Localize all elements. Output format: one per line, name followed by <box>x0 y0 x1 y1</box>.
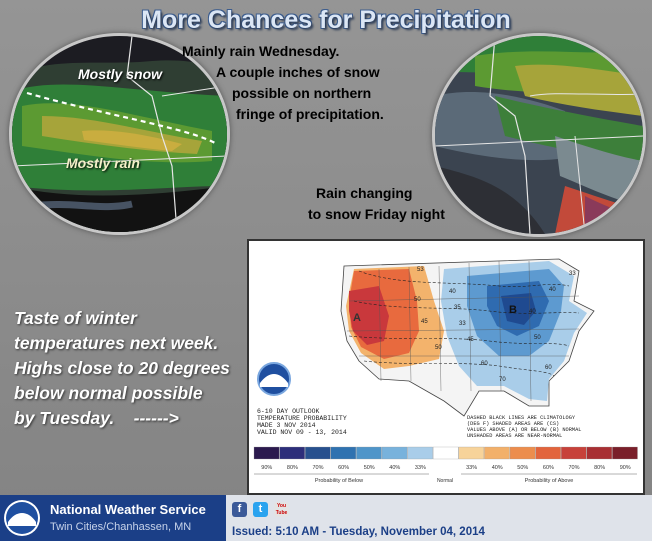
contour-labels: 53 50 45 50 40 35 33 45 40 50 60 60 70 4… <box>414 267 576 383</box>
footer-org-name: National Weather Service <box>50 502 206 517</box>
note-wednesday-line3: possible on northern <box>232 85 372 101</box>
svg-text:NOAA: NOAA <box>267 376 282 382</box>
legend-value: 90% <box>620 465 631 471</box>
legend-swatch <box>433 446 459 460</box>
legend-swatch <box>330 446 357 460</box>
footer-office: Twin Cities/Chanhassen, MN <box>50 521 192 533</box>
nws-logo-icon: NOAA <box>4 500 40 536</box>
twitter-icon[interactable]: t <box>253 502 268 517</box>
svg-text:TEMPERATURE PROBABILITY: TEMPERATURE PROBABILITY <box>257 415 347 422</box>
svg-text:VALUES ABOVE (A) OR BELOW (B): VALUES ABOVE (A) OR BELOW (B) NORMAL <box>467 427 581 433</box>
svg-text:33: 33 <box>459 321 466 327</box>
noaa-logo-icon: NOAA <box>257 362 291 396</box>
radar-circle-left <box>9 33 230 235</box>
temperature-outlook-map: 53 50 45 50 40 35 33 45 40 50 60 60 70 4… <box>247 239 645 495</box>
svg-text:UNSHADED AREAS ARE NEAR-NORMAL: UNSHADED AREAS ARE NEAR-NORMAL <box>467 433 562 439</box>
legend-value: 80% <box>287 465 298 471</box>
svg-text:70: 70 <box>499 377 506 383</box>
legend-swatch <box>612 446 638 460</box>
outlook-notes: DASHED BLACK LINES ARE CLIMATOLOGY (DEG … <box>467 415 581 439</box>
winter-outlook-text: Taste of winter temperatures next week. … <box>14 306 254 431</box>
note-wednesday-line2: A couple inches of snow <box>216 64 380 80</box>
legend-value: 60% <box>543 465 554 471</box>
legend-value: 50% <box>364 465 375 471</box>
outlook-header: 6-10 DAY OUTLOOK TEMPERATURE PROBABILITY… <box>257 408 347 436</box>
winter-text-line2: temperatures next week. <box>14 333 219 353</box>
legend-value: 70% <box>312 465 323 471</box>
svg-text:6-10 DAY OUTLOOK: 6-10 DAY OUTLOOK <box>257 408 320 415</box>
note-friday-line2: to snow Friday night <box>308 206 445 222</box>
svg-text:DASHED BLACK LINES ARE CLIMATO: DASHED BLACK LINES ARE CLIMATOLOGY <box>467 415 576 421</box>
note-wednesday: Mainly rain Wednesday. A couple inches o… <box>182 41 412 125</box>
legend-swatches <box>253 446 638 460</box>
svg-text:50: 50 <box>534 335 541 341</box>
svg-text:45: 45 <box>467 337 474 343</box>
footer: NOAA National Weather Service Twin Citie… <box>0 495 652 541</box>
outlook-map-svg: 53 50 45 50 40 35 33 45 40 50 60 60 70 4… <box>249 241 643 493</box>
footer-info-panel <box>226 495 652 541</box>
legend-swatch <box>356 446 382 460</box>
radar-map-left <box>12 36 227 232</box>
legend-swatch <box>253 446 280 460</box>
svg-text:33: 33 <box>569 271 576 277</box>
legend-values: 90% 80% 70% 60% 50% 40% 33% 33% 40% 50% 60% 70% 80% 9… <box>261 465 631 471</box>
legend-value: 60% <box>338 465 349 471</box>
svg-text:40: 40 <box>549 287 556 293</box>
marker-below: B <box>509 304 517 316</box>
svg-text:53: 53 <box>417 267 424 273</box>
legend-swatch <box>561 446 587 460</box>
legend-value: 90% <box>261 465 272 471</box>
legend-swatch <box>509 446 536 460</box>
youtube-icon[interactable]: You Tube <box>274 502 289 517</box>
legend-swatch <box>279 446 305 460</box>
radar-circle-right <box>432 33 646 237</box>
winter-text-line3: Highs close to 20 degrees <box>14 358 230 378</box>
winter-text-line5: by Tuesday. ------> <box>14 408 179 428</box>
label-mostly-snow: Mostly snow <box>78 66 163 82</box>
rain-snow-line <box>26 91 218 145</box>
legend-swatch <box>407 446 433 460</box>
note-wednesday-line1: Mainly rain Wednesday. <box>182 43 340 59</box>
legend-below-label: Probability of Below <box>315 478 363 484</box>
legend-value: 40% <box>492 465 503 471</box>
legend-value: 33% <box>415 465 426 471</box>
legend-normal-label: Normal <box>437 478 453 484</box>
note-friday: Rain changing to snow Friday night <box>308 183 468 225</box>
legend-swatch <box>458 446 485 460</box>
marker-above: A <box>353 312 361 324</box>
label-mostly-rain: Mostly rain <box>66 155 140 171</box>
legend-swatch <box>381 446 408 460</box>
winter-text-line1: Taste of winter <box>14 308 137 328</box>
legend-value: 50% <box>517 465 528 471</box>
svg-text:(DEG F) SHADED AREAS ARE (CS): (DEG F) SHADED AREAS ARE (CS) <box>467 421 559 427</box>
svg-text:NOAA: NOAA <box>15 515 30 521</box>
legend-value: 40% <box>389 465 400 471</box>
note-wednesday-line4: fringe of precipitation. <box>236 106 384 122</box>
svg-text:MADE 3 NOV 2014: MADE 3 NOV 2014 <box>257 422 316 429</box>
legend-swatch <box>305 446 331 460</box>
issued-timestamp: Issued: 5:10 AM - Tuesday, November 04, … <box>232 526 485 538</box>
svg-text:50: 50 <box>435 345 442 351</box>
winter-text-line4: below normal possible <box>14 383 203 403</box>
svg-text:35: 35 <box>454 305 461 311</box>
legend-swatch <box>484 446 510 460</box>
legend-value: 33% <box>466 465 477 471</box>
svg-text:60: 60 <box>545 365 552 371</box>
svg-text:50: 50 <box>414 297 421 303</box>
svg-text:VALID NOV 09 - 13, 2014: VALID NOV 09 - 13, 2014 <box>257 429 347 436</box>
svg-text:40: 40 <box>529 309 536 315</box>
legend-swatch <box>586 446 613 460</box>
legend-above-label: Probability of Above <box>525 478 574 484</box>
legend-swatch <box>535 446 561 460</box>
legend-value: 80% <box>594 465 605 471</box>
note-friday-line1: Rain changing <box>316 185 413 201</box>
svg-text:60: 60 <box>481 361 488 367</box>
facebook-icon[interactable]: f <box>232 502 247 517</box>
svg-text:40: 40 <box>449 289 456 295</box>
page-title: More Chances for Precipitation <box>141 6 511 34</box>
legend-value: 70% <box>568 465 579 471</box>
svg-text:45: 45 <box>421 319 428 325</box>
radar-map-right <box>435 36 643 234</box>
